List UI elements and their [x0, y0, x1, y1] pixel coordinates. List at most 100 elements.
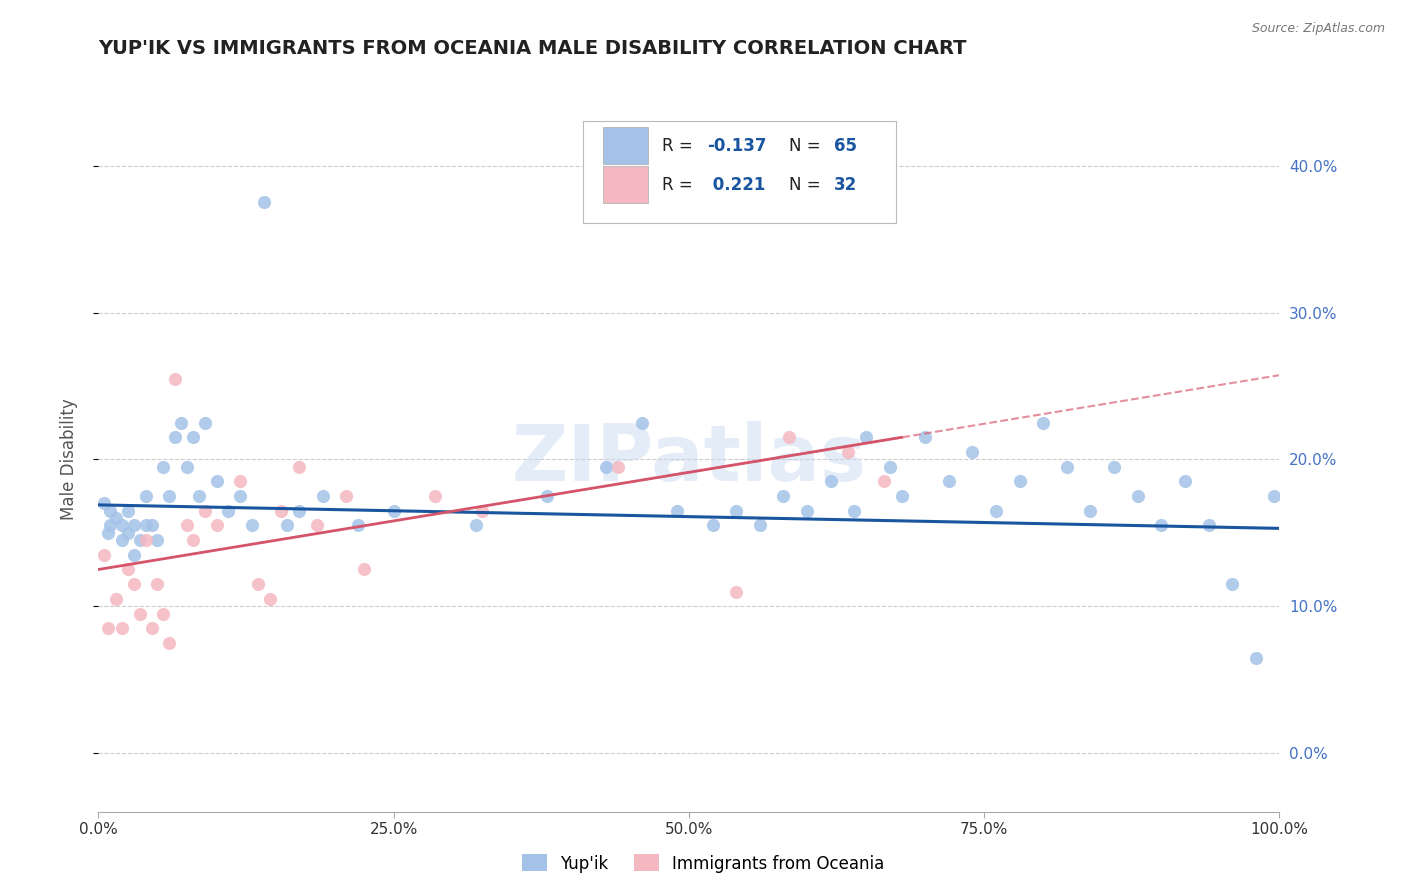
Point [194, 416, 217, 430]
Text: R =: R = [662, 176, 697, 194]
Point [187, 489, 209, 503]
Point [97, 621, 120, 635]
Point [111, 621, 134, 635]
Point [105, 591, 128, 606]
Point [1220, 577, 1243, 591]
Point [353, 562, 375, 576]
Point [778, 430, 800, 444]
Point [465, 518, 488, 533]
Point [97, 525, 120, 540]
Point [1008, 475, 1031, 489]
FancyBboxPatch shape [603, 128, 648, 164]
Point [194, 504, 217, 518]
Point [229, 475, 252, 489]
FancyBboxPatch shape [603, 166, 648, 202]
Point [152, 607, 174, 621]
Point [702, 518, 724, 533]
Point [837, 445, 859, 459]
Text: ZIPatlas: ZIPatlas [512, 421, 866, 498]
Text: N =: N = [789, 176, 827, 194]
Point [253, 195, 276, 210]
Legend: Yup'ik, Immigrants from Oceania: Yup'ik, Immigrants from Oceania [515, 847, 891, 880]
Point [165, 371, 187, 385]
Point [122, 577, 145, 591]
Point [141, 518, 163, 533]
Point [246, 577, 269, 591]
Point [1032, 416, 1054, 430]
Point [666, 504, 689, 518]
Point [170, 416, 193, 430]
Point [157, 636, 180, 650]
Point [229, 489, 252, 503]
Text: 32: 32 [834, 176, 858, 194]
Point [157, 489, 180, 503]
Point [1056, 459, 1078, 474]
Point [938, 475, 960, 489]
Point [855, 430, 877, 444]
Point [135, 489, 157, 503]
Point [105, 511, 128, 525]
Point [240, 518, 263, 533]
Point [98, 518, 121, 533]
Point [1263, 489, 1285, 503]
Point [607, 459, 630, 474]
Text: N =: N = [789, 136, 827, 155]
Point [122, 518, 145, 533]
Point [146, 577, 169, 591]
Point [796, 504, 818, 518]
Point [914, 430, 936, 444]
Point [725, 504, 748, 518]
Point [305, 518, 328, 533]
Point [128, 607, 150, 621]
FancyBboxPatch shape [582, 121, 896, 223]
Point [117, 525, 139, 540]
Point [890, 489, 912, 503]
Point [122, 548, 145, 562]
Point [725, 584, 748, 599]
Point [135, 533, 157, 548]
Point [181, 430, 204, 444]
Point [1150, 518, 1173, 533]
Point [748, 518, 770, 533]
Point [335, 489, 357, 503]
Point [165, 430, 187, 444]
Point [423, 489, 446, 503]
Point [873, 475, 896, 489]
Point [1244, 650, 1267, 665]
Point [772, 489, 794, 503]
Point [93, 496, 115, 510]
Point [536, 489, 558, 503]
Point [217, 504, 239, 518]
Y-axis label: Male Disability: Male Disability [59, 399, 77, 520]
Point [135, 518, 157, 533]
Point [879, 459, 901, 474]
Point [1126, 489, 1149, 503]
Text: R =: R = [662, 136, 697, 155]
Point [205, 518, 228, 533]
Point [152, 459, 174, 474]
Text: YUP'IK VS IMMIGRANTS FROM OCEANIA MALE DISABILITY CORRELATION CHART: YUP'IK VS IMMIGRANTS FROM OCEANIA MALE D… [98, 39, 967, 58]
Point [595, 459, 617, 474]
Point [276, 518, 298, 533]
Point [820, 475, 842, 489]
Point [844, 504, 866, 518]
Point [128, 533, 150, 548]
Point [1102, 459, 1125, 474]
Point [288, 504, 311, 518]
Point [1198, 518, 1220, 533]
Point [962, 445, 984, 459]
Point [270, 504, 292, 518]
Point [630, 416, 652, 430]
Point [176, 459, 198, 474]
Point [382, 504, 405, 518]
Text: 0.221: 0.221 [707, 176, 765, 194]
Point [98, 504, 121, 518]
Point [176, 518, 198, 533]
Point [1174, 475, 1197, 489]
Point [141, 621, 163, 635]
Point [93, 548, 115, 562]
Point [984, 504, 1007, 518]
Point [259, 591, 281, 606]
Point [312, 489, 335, 503]
Point [111, 518, 134, 533]
